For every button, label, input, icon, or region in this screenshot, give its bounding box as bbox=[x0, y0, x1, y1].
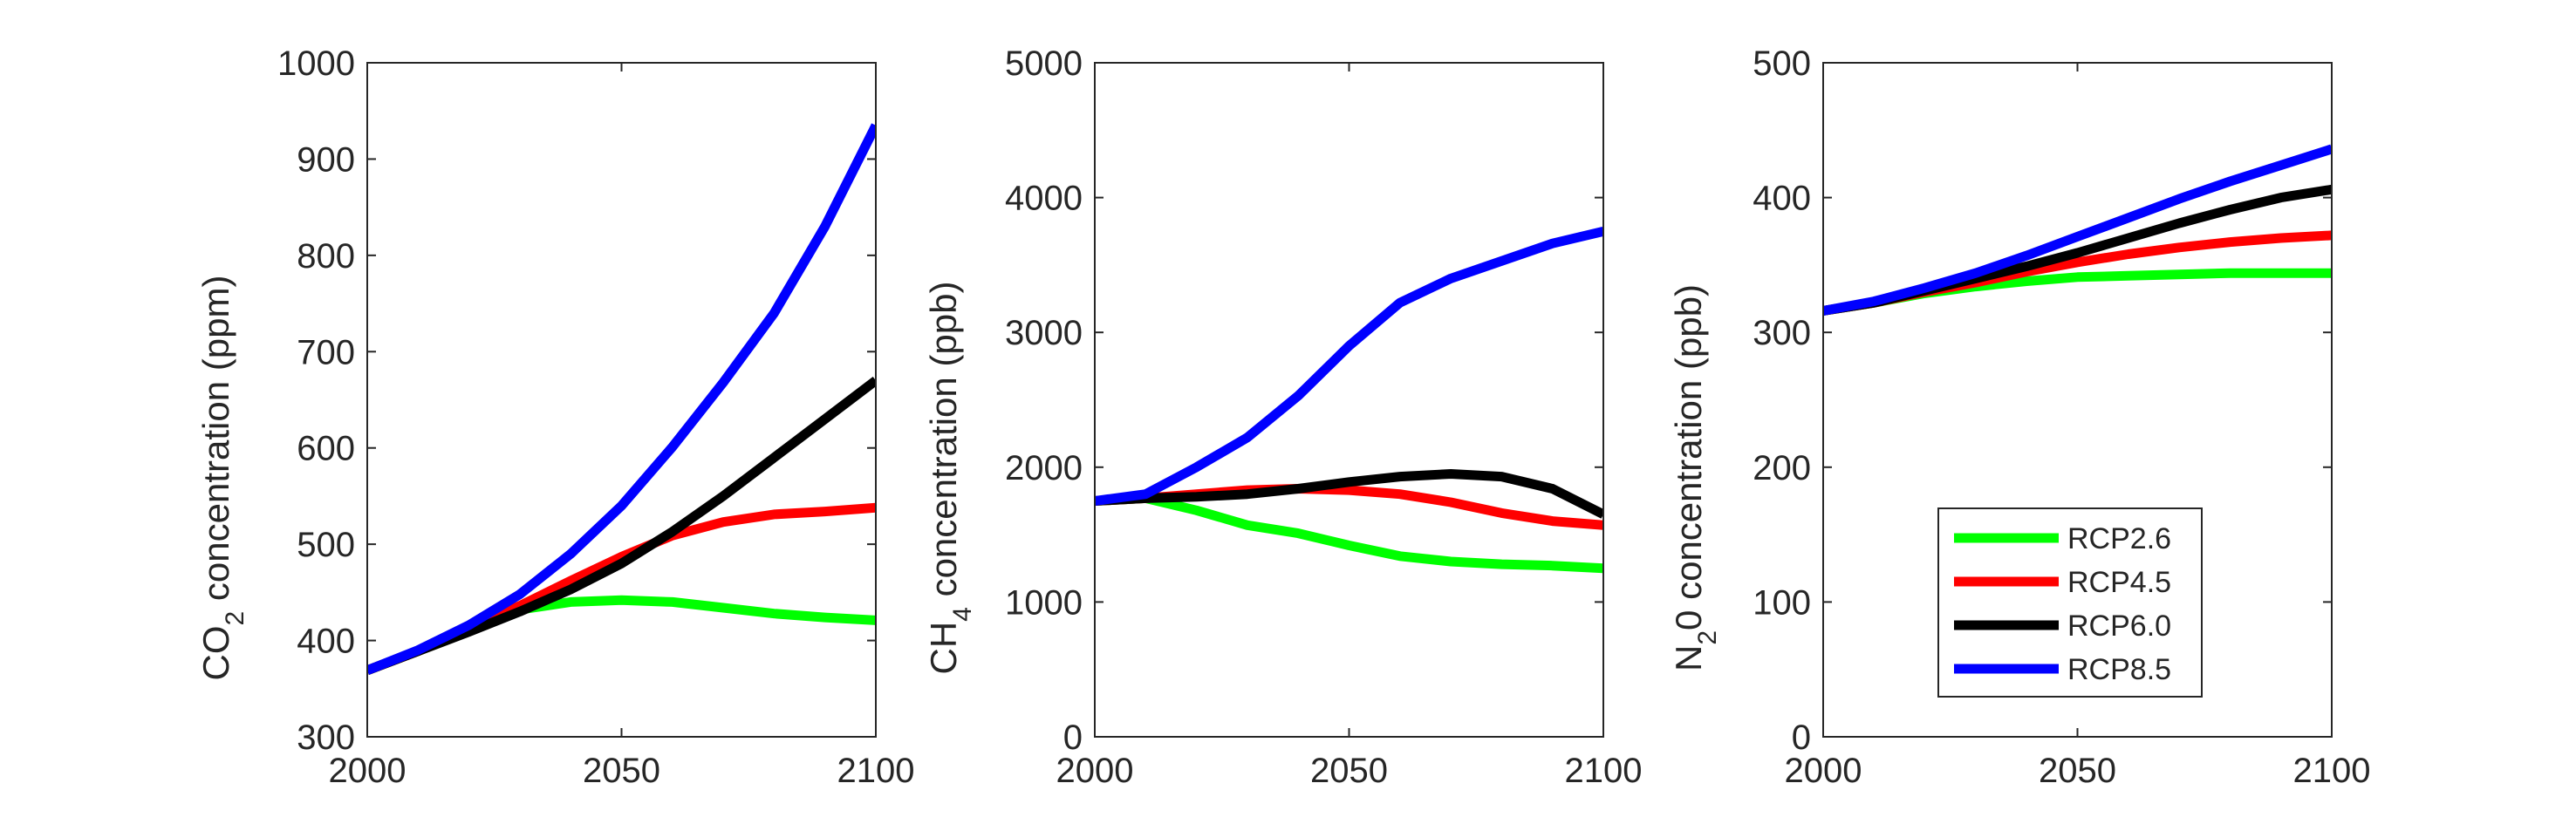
legend-label-rcp26: RCP2.6 bbox=[2067, 522, 2171, 555]
n2o-xtick-label: 2050 bbox=[2039, 752, 2116, 790]
ch4-xtick-label: 2000 bbox=[1056, 752, 1134, 790]
ch4-ytick-label: 3000 bbox=[1005, 314, 1083, 352]
co2-ytick-label: 700 bbox=[297, 333, 355, 371]
ch4-ytick-label: 2000 bbox=[1005, 449, 1083, 487]
n2o-ylabel: N20 concentration (ppb) bbox=[1668, 284, 1722, 671]
ch4-ytick-label: 5000 bbox=[1005, 44, 1083, 83]
n2o-series-group bbox=[1823, 144, 2332, 316]
ch4-xtick-label: 2050 bbox=[1310, 752, 1388, 790]
co2-series-rcp85 bbox=[367, 123, 876, 675]
co2-ytick-label: 1000 bbox=[277, 44, 355, 83]
ch4-series-rcp85 bbox=[1095, 226, 1603, 506]
n2o-ytick-label: 200 bbox=[1753, 449, 1811, 487]
ch4-ytick-label: 0 bbox=[1063, 718, 1083, 757]
co2-xtick-label: 2050 bbox=[583, 752, 660, 790]
co2-ytick-label: 800 bbox=[297, 237, 355, 276]
co2-ylabel: CO2 concentration (ppm) bbox=[195, 276, 249, 681]
legend: RCP2.6 RCP4.5 RCP6.0 RCP8.5 bbox=[1937, 507, 2203, 698]
n2o-ytick-label: 100 bbox=[1753, 583, 1811, 622]
co2-xtick-label: 2100 bbox=[837, 752, 915, 790]
n2o-series-rcp85 bbox=[1823, 144, 2332, 316]
n2o-xtick-label: 2100 bbox=[2293, 752, 2371, 790]
ch4-series-rcp26 bbox=[1095, 493, 1603, 574]
ch4-panel: CH4 concentration (ppb) 0 1000 2000 3000 400… bbox=[923, 44, 1642, 790]
n2o-xtick-label: 2000 bbox=[1785, 752, 1862, 790]
co2-xtick-label: 2000 bbox=[329, 752, 407, 790]
co2-panel: CO2 concentration (ppm) 300 400 500 600 700 8… bbox=[195, 44, 914, 790]
ch4-ytick-label: 4000 bbox=[1005, 180, 1083, 218]
n2o-ytick-label: 400 bbox=[1753, 180, 1811, 218]
ch4-ytick-label: 1000 bbox=[1005, 583, 1083, 622]
co2-ytick-label: 300 bbox=[297, 718, 355, 757]
ch4-series-group bbox=[1095, 226, 1603, 574]
legend-label-rcp60: RCP6.0 bbox=[2067, 609, 2171, 643]
co2-ytick-label: 500 bbox=[297, 526, 355, 564]
co2-series-group bbox=[367, 123, 876, 675]
n2o-ytick-label: 0 bbox=[1792, 718, 1811, 757]
legend-label-rcp85: RCP8.5 bbox=[2067, 653, 2171, 686]
n2o-ytick-label: 500 bbox=[1753, 44, 1811, 83]
ch4-ylabel: CH4 concentration (ppb) bbox=[923, 282, 977, 675]
n2o-ytick-label: 300 bbox=[1753, 314, 1811, 352]
ch4-xtick-label: 2100 bbox=[1565, 752, 1643, 790]
co2-ytick-label: 900 bbox=[297, 140, 355, 179]
co2-ytick-label: 600 bbox=[297, 430, 355, 468]
co2-ytick-label: 400 bbox=[297, 623, 355, 661]
ch4-series-rcp60 bbox=[1095, 469, 1603, 519]
n2o-panel: N20 concentration (ppb) RCP2.6 RCP4.5 RCP6… bbox=[1668, 44, 2370, 790]
legend-label-rcp45: RCP4.5 bbox=[2067, 566, 2171, 599]
